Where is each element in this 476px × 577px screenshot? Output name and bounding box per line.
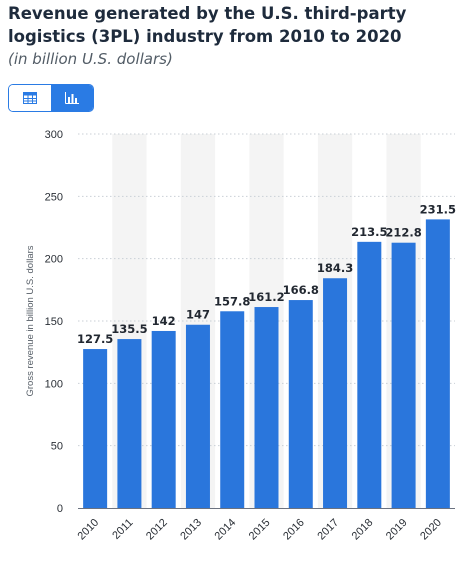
data-label: 231.5 (420, 202, 456, 216)
data-label: 184.3 (317, 261, 353, 275)
data-label: 166.8 (283, 283, 319, 297)
x-tick-label: 2020 (418, 517, 444, 543)
table-icon (23, 92, 37, 104)
data-label: 212.8 (385, 226, 421, 240)
y-tick-label: 100 (45, 378, 63, 390)
y-tick-label: 0 (57, 503, 63, 515)
table-view-button[interactable] (9, 85, 51, 111)
y-axis-label: Gross revenue in billion U.S. dollars (25, 245, 36, 396)
y-tick-label: 250 (45, 191, 63, 203)
data-label: 161.2 (248, 290, 284, 304)
y-tick-label: 300 (45, 129, 63, 141)
x-tick-label: 2018 (350, 517, 376, 543)
bar-chart-icon (65, 92, 79, 104)
chart-subtitle: (in billion U.S. dollars) (8, 50, 173, 68)
bar (288, 300, 313, 508)
y-tick-label: 50 (51, 441, 63, 453)
y-tick-label: 150 (45, 316, 63, 328)
bar (83, 349, 108, 508)
x-tick-label: 2013 (178, 517, 204, 543)
x-tick-label: 2019 (384, 517, 410, 543)
chart-title: Revenue generated by the U.S. third-part… (8, 4, 407, 46)
view-toggle (8, 84, 94, 112)
bar (220, 311, 245, 508)
data-label: 213.5 (351, 225, 387, 239)
bar (323, 278, 348, 508)
bar (391, 242, 416, 508)
bar (357, 241, 382, 508)
x-tick-label: 2012 (144, 517, 170, 543)
data-label: 147 (186, 308, 210, 322)
x-tick-label: 2010 (75, 517, 101, 543)
x-tick-label: 2016 (281, 517, 307, 543)
data-label: 127.5 (77, 332, 113, 346)
x-tick-label: 2014 (213, 517, 239, 543)
y-tick-label: 200 (45, 254, 63, 266)
bar (425, 219, 450, 508)
bar (254, 307, 279, 508)
bar (151, 330, 176, 508)
x-tick-label: 2011 (110, 517, 135, 542)
x-tick-label: 2017 (315, 517, 341, 543)
data-label: 135.5 (111, 322, 147, 336)
x-tick-label: 2015 (247, 517, 273, 543)
bar (117, 339, 142, 508)
chart-view-button[interactable] (51, 85, 93, 111)
data-label: 142 (152, 314, 176, 328)
bar (185, 324, 210, 508)
data-label: 157.8 (214, 294, 250, 308)
